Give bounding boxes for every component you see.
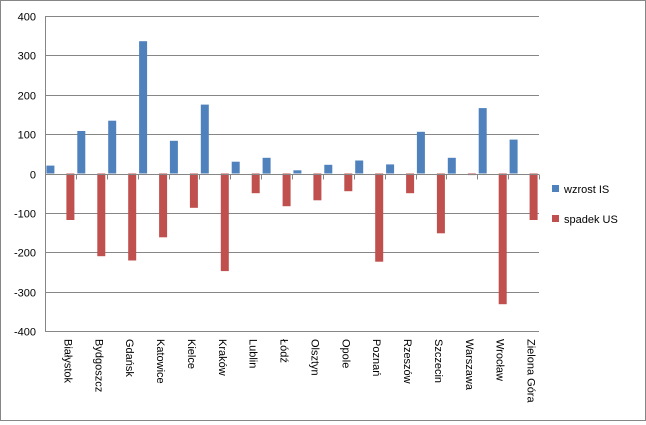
bar-spadek-us (66, 173, 75, 220)
bar-wzrost-is (77, 131, 86, 174)
bar-wzrost-is (509, 139, 518, 174)
x-category-label: Wrocław (494, 339, 506, 381)
y-tick-label: 200 (18, 91, 36, 103)
legend-swatch (552, 185, 559, 192)
bar-spadek-us (313, 173, 322, 201)
x-category-label: Kraków (216, 339, 228, 376)
legend-swatch (552, 215, 559, 222)
y-tick-label: 100 (18, 130, 36, 142)
bar-wzrost-is (447, 157, 456, 174)
bar-wzrost-is (169, 140, 178, 174)
legend-label: spadek US (564, 214, 618, 226)
bar-spadek-us (251, 173, 260, 194)
x-category-label: Warszawa (463, 339, 475, 391)
bar-spadek-us (529, 173, 538, 220)
bar-spadek-us (406, 173, 415, 194)
x-category-label: Kielce (185, 339, 197, 369)
bar-wzrost-is (262, 157, 271, 174)
y-tick-label: -400 (14, 327, 36, 339)
bar-wzrost-is (386, 164, 395, 174)
y-tick-label: -300 (14, 288, 36, 300)
bar-wzrost-is (200, 104, 209, 174)
bar-spadek-us (436, 173, 445, 234)
bar-spadek-us (97, 173, 106, 257)
bar-spadek-us (344, 173, 353, 192)
x-category-label: Lublin (247, 339, 259, 368)
bar-wzrost-is (293, 170, 302, 174)
x-category-label: Gdańsk (123, 339, 135, 377)
bar-spadek-us (128, 173, 137, 261)
y-tick-label: 0 (30, 170, 36, 182)
x-category-label: Łódź (278, 339, 290, 363)
bar-wzrost-is (416, 131, 425, 174)
bar-wzrost-is (139, 41, 148, 174)
y-tick-label: -200 (14, 248, 36, 260)
y-tick-label: 300 (18, 51, 36, 63)
bar-spadek-us (498, 173, 507, 305)
x-category-label: Katowice (154, 339, 166, 384)
bar-wzrost-is (231, 161, 240, 174)
x-category-label: Bydgoszcz (92, 339, 104, 392)
y-tick-label: -100 (14, 209, 36, 221)
bar-wzrost-is (355, 160, 364, 174)
x-category-label: Opole (339, 339, 351, 368)
bar-spadek-us (220, 173, 229, 272)
x-category-label: Rzeszów (401, 339, 413, 384)
bar-wzrost-is (46, 165, 55, 174)
bar-spadek-us (375, 173, 384, 262)
x-category-label: Zielona Góra (525, 339, 537, 403)
x-category-label: Szczecin (432, 339, 444, 383)
bar-wzrost-is (478, 108, 487, 174)
bar-spadek-us (189, 173, 198, 208)
y-tick-label: 400 (18, 12, 36, 24)
x-category-label: Poznań (370, 339, 382, 376)
bar-wzrost-is (108, 120, 117, 174)
bar-spadek-us (282, 173, 291, 207)
bar-spadek-us (159, 173, 168, 238)
bar-wzrost-is (324, 164, 333, 174)
legend-label: wzrost IS (563, 184, 609, 196)
x-category-label: Olsztyn (308, 339, 320, 376)
x-category-label: Białystok (61, 339, 73, 384)
